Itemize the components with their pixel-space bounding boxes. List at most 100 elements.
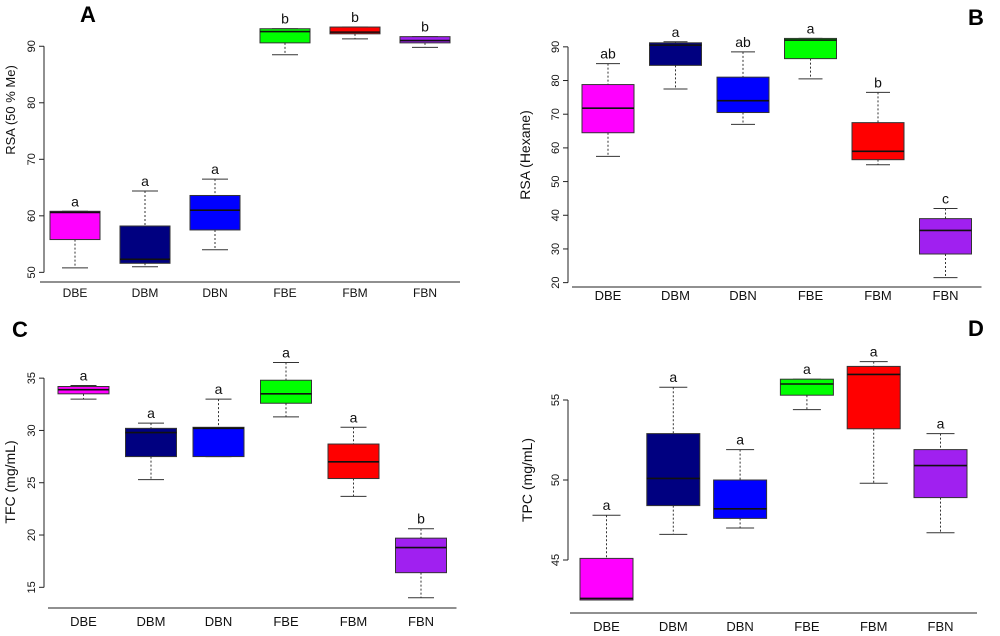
significance-letter: a — [282, 344, 290, 360]
category-label: DBM — [137, 614, 166, 629]
category-label: DBM — [661, 288, 690, 303]
category-label: FBE — [794, 619, 820, 634]
significance-letter: a — [736, 432, 744, 448]
significance-letter: a — [215, 381, 223, 397]
category-label: FBN — [928, 619, 954, 634]
y-tick-label: 90 — [26, 40, 38, 52]
y-tick-label: 55 — [550, 394, 562, 406]
panel-letter: D — [968, 316, 984, 341]
box-fbe — [260, 379, 312, 404]
category-label: FBM — [340, 614, 367, 629]
category-label: DBM — [132, 286, 159, 300]
category-label: DBN — [729, 288, 756, 303]
category-label: DBN — [202, 286, 227, 300]
significance-letter: ab — [600, 46, 616, 62]
box-dbn — [716, 76, 770, 114]
category-label: FBN — [933, 288, 959, 303]
box-fbn — [919, 218, 972, 255]
category-label: FBE — [273, 286, 296, 300]
category-label: DBM — [659, 619, 688, 634]
significance-letter: b — [421, 19, 429, 35]
category-label: DBE — [593, 619, 620, 634]
y-tick-label: 90 — [550, 41, 562, 53]
significance-letter: a — [669, 369, 677, 385]
category-label: DBE — [70, 614, 97, 629]
significance-letter: a — [141, 173, 149, 189]
box-dbe — [49, 210, 101, 241]
y-tick-label: 60 — [26, 210, 38, 222]
y-tick-label: 30 — [26, 424, 38, 436]
category-label: FBM — [864, 288, 891, 303]
box-dbm — [119, 225, 171, 264]
significance-letter: a — [807, 20, 815, 36]
significance-letter: a — [147, 405, 155, 421]
y-axis-title: RSA (50 % Me) — [3, 65, 18, 155]
y-tick-label: 70 — [26, 153, 38, 165]
y-tick-label: 30 — [550, 243, 562, 255]
y-tick-label: 25 — [26, 477, 38, 489]
box-dbn — [713, 479, 768, 519]
y-tick-label: 50 — [26, 266, 38, 278]
y-axis-title: TFC (mg/mL) — [2, 440, 18, 523]
category-label: FBE — [798, 288, 824, 303]
y-tick-label: 45 — [550, 554, 562, 566]
y-tick-label: 80 — [26, 97, 38, 109]
y-tick-label: 80 — [550, 74, 562, 86]
significance-letter: ab — [735, 34, 751, 50]
box-fbn — [399, 36, 451, 44]
box-fbm — [846, 365, 901, 430]
box-fbm — [851, 122, 905, 161]
box-fbn — [395, 537, 447, 574]
category-label: DBE — [595, 288, 622, 303]
y-tick-label: 15 — [26, 581, 38, 593]
significance-letter: a — [803, 361, 811, 377]
panel-letter: B — [968, 5, 984, 30]
y-tick-label: 40 — [550, 209, 562, 221]
significance-letter: a — [870, 344, 878, 360]
panel-a: A 50 60 70 80 90 RSA (50 % Me) a DBE a DBM a DBN b FBE… — [3, 2, 460, 300]
significance-letter: a — [672, 24, 680, 40]
y-tick-label: 50 — [550, 474, 562, 486]
significance-letter: a — [211, 161, 219, 177]
significance-letter: b — [417, 511, 425, 527]
panel-c: C 15 20 25 30 35 TFC (mg/mL) a DBE a DBM a DBN a FBE a F… — [2, 317, 457, 629]
category-label: DBE — [63, 286, 88, 300]
y-tick-label: 20 — [26, 529, 38, 541]
significance-letter: a — [350, 409, 358, 425]
box-dbe — [579, 557, 634, 601]
category-label: FBN — [408, 614, 434, 629]
y-axis-title: TPC (mg/mL) — [519, 438, 535, 522]
box-dbn — [189, 194, 241, 231]
significance-letter: c — [942, 191, 949, 207]
significance-letter: a — [80, 367, 88, 383]
significance-letter: b — [351, 9, 359, 25]
significance-letter: a — [937, 416, 945, 432]
box-fbe — [784, 37, 837, 60]
y-axis-title: RSA (Hexane) — [517, 110, 533, 199]
panel-letter: A — [80, 2, 96, 27]
category-label: FBN — [413, 286, 437, 300]
significance-letter: b — [874, 74, 882, 90]
category-label: FBM — [860, 619, 887, 634]
significance-letter: a — [71, 193, 79, 209]
significance-letter: b — [281, 11, 289, 27]
box-fbm — [329, 26, 381, 35]
category-label: FBM — [342, 286, 367, 300]
y-tick-label: 20 — [550, 277, 562, 289]
y-tick-label: 35 — [26, 372, 38, 384]
y-tick-label: 50 — [550, 175, 562, 187]
box-fbn — [913, 449, 968, 499]
box-dbm — [649, 42, 702, 66]
box-dbn — [192, 426, 245, 458]
box-dbm — [646, 433, 701, 507]
significance-letter: a — [603, 497, 611, 513]
panel-letter: C — [12, 317, 28, 342]
y-tick-label: 70 — [550, 108, 562, 120]
panel-d: D 45 50 55 TPC (mg/mL) a DBE a DBM a DBN a FBE a FBM a F… — [519, 316, 984, 634]
box-fbe — [779, 378, 834, 396]
category-label: DBN — [726, 619, 753, 634]
category-label: DBN — [205, 614, 232, 629]
y-tick-label: 60 — [550, 142, 562, 154]
